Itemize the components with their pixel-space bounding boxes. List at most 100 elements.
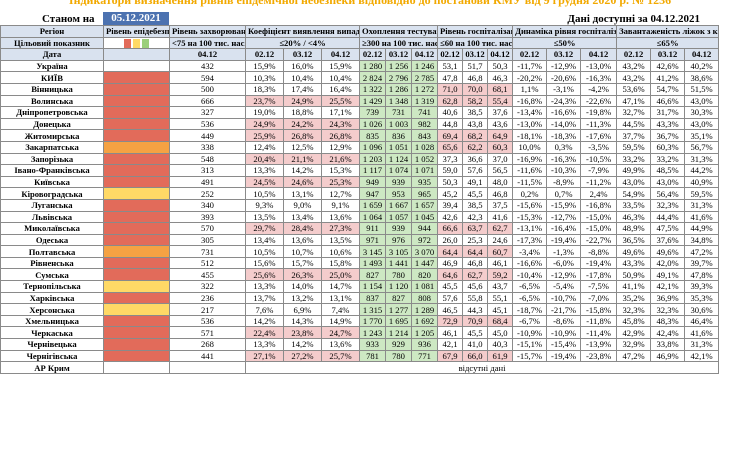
hosp-dyn-value: 0,2% xyxy=(512,187,548,200)
hosp-dyn-value: -10,9% xyxy=(546,326,582,340)
date-cell: 04.12 xyxy=(487,48,514,61)
hosp-dyn-value: -6,0% xyxy=(546,256,582,270)
level-cell xyxy=(103,117,170,131)
hosp-value: 45,5 xyxy=(462,187,489,200)
hosp-value: 65,6 xyxy=(437,140,464,154)
hosp-dyn-value: -15,6% xyxy=(512,198,548,212)
detection-value: 26,3% xyxy=(283,268,322,282)
oxygen-value: 37,6% xyxy=(650,233,686,247)
detection-value: 13,1% xyxy=(320,291,361,305)
target-incidence: <75 на 100 тис. нас. xyxy=(169,36,246,50)
hosp-value: 45,1 xyxy=(487,303,514,316)
hosp-value: 48,0 xyxy=(487,175,514,189)
hosp-dyn-value: -15,0% xyxy=(580,222,618,235)
table-row-crimea: АР Крим відсутні дані xyxy=(0,361,720,374)
level-cell xyxy=(103,175,170,189)
date-cell: 02.12 xyxy=(512,48,548,61)
oxygen-value: 53,6% xyxy=(616,82,652,96)
testing-value: 3 070 xyxy=(411,245,439,258)
detection-value: 14,9% xyxy=(320,314,361,328)
testing-value: 1 286 xyxy=(385,82,413,96)
region-name: Рівненська xyxy=(0,256,104,270)
target-hosp: ≤60 на 100 тис. нас. xyxy=(437,36,514,50)
hosp-dyn-value: -22,6% xyxy=(580,94,618,108)
detection-value: 13,5% xyxy=(245,210,284,224)
testing-value: 1 205 xyxy=(411,326,439,340)
hosp-value: 37,0 xyxy=(487,152,514,166)
oxygen-value: 32,9% xyxy=(616,338,652,351)
hosp-dyn-value: -16,3% xyxy=(546,152,582,166)
level-cell xyxy=(103,187,170,200)
hosp-dyn-value: -15,3% xyxy=(512,210,548,224)
header-level: Рівень епідебезпеки xyxy=(103,25,170,38)
region-name: Херсонська xyxy=(0,303,104,316)
hosp-value: 26,0 xyxy=(437,233,464,247)
level-cell xyxy=(103,59,170,73)
testing-value: 1 447 xyxy=(411,256,439,270)
hosp-dyn-value: -10,5% xyxy=(580,152,618,166)
detection-value: 26,8% xyxy=(320,129,361,142)
detection-value: 27,2% xyxy=(283,349,322,363)
oxygen-value: 40,9% xyxy=(684,175,720,189)
incidence-value: 548 xyxy=(169,152,246,166)
incidence-value: 570 xyxy=(169,222,246,235)
detection-value: 13,2% xyxy=(283,291,322,305)
hosp-dyn-value: -20,6% xyxy=(546,71,582,84)
detection-value: 18,8% xyxy=(283,106,322,119)
incidence-value: 536 xyxy=(169,314,246,328)
oxygen-value: 36,7% xyxy=(650,129,686,142)
hosp-dyn-value: -10,3% xyxy=(546,164,582,177)
header-hosp-dyn: Динаміка рівня госпіталізацій xyxy=(512,25,618,38)
testing-value: 933 xyxy=(359,338,387,351)
region-name: Україна xyxy=(0,59,104,73)
hosp-value: 66,0 xyxy=(462,349,489,363)
hosp-value: 59,0 xyxy=(437,164,464,177)
date-cell: 03.12 xyxy=(462,48,489,61)
testing-value: 1 096 xyxy=(359,140,387,154)
detection-value: 24,7% xyxy=(320,326,361,340)
hosp-value: 43,6 xyxy=(487,117,514,131)
testing-value: 731 xyxy=(385,106,413,119)
incidence-value: 305 xyxy=(169,233,246,247)
hosp-value: 38,5 xyxy=(462,106,489,119)
hosp-value: 50,3 xyxy=(487,59,514,73)
testing-value: 935 xyxy=(411,175,439,189)
oxygen-value: 39,3% xyxy=(684,280,720,293)
detection-value: 24,6% xyxy=(283,175,322,189)
hosp-dyn-value: -5,4% xyxy=(546,280,582,293)
region-name: Тернопільська xyxy=(0,280,104,293)
hosp-value: 43,7 xyxy=(487,280,514,293)
oxygen-value: 33,5% xyxy=(616,198,652,212)
region-name: Донецька xyxy=(0,117,104,131)
oxygen-value: 49,9% xyxy=(616,164,652,177)
detection-value: 19,0% xyxy=(245,106,284,119)
level-cell xyxy=(103,361,170,374)
detection-value: 14,0% xyxy=(283,280,322,293)
hosp-dyn-value: -13,1% xyxy=(512,222,548,235)
hosp-value: 45,5 xyxy=(462,326,489,340)
incidence-value: 594 xyxy=(169,71,246,84)
date-cell: 02.12 xyxy=(359,48,387,61)
oxygen-value: 38,6% xyxy=(684,71,720,84)
date-cell: 04.12 xyxy=(684,48,720,61)
testing-value: 1 052 xyxy=(411,152,439,166)
header-detection: Коефіцієнт виявлення випадків інфікуванн… xyxy=(244,25,361,38)
detection-value: 10,4% xyxy=(320,71,361,84)
incidence-value: 449 xyxy=(169,129,246,142)
detection-value: 9,3% xyxy=(245,198,284,212)
hosp-value: 58,2 xyxy=(462,94,489,108)
hosp-dyn-value: -10,4% xyxy=(512,268,548,282)
detection-value: 23,8% xyxy=(283,326,322,340)
detection-value: 10,3% xyxy=(245,71,284,84)
testing-value: 1 272 xyxy=(411,82,439,96)
testing-value: 1 071 xyxy=(411,164,439,177)
level-cell xyxy=(103,198,170,212)
oxygen-value: 42,1% xyxy=(684,349,720,363)
hosp-dyn-value: -17,8% xyxy=(580,268,618,282)
detection-value: 13,1% xyxy=(283,187,322,200)
date-cell: 04.12 xyxy=(411,48,439,61)
testing-value: 1 692 xyxy=(411,314,439,328)
testing-value: 836 xyxy=(385,129,413,142)
oxygen-value: 42,9% xyxy=(616,326,652,340)
oxygen-value: 30,3% xyxy=(684,106,720,119)
